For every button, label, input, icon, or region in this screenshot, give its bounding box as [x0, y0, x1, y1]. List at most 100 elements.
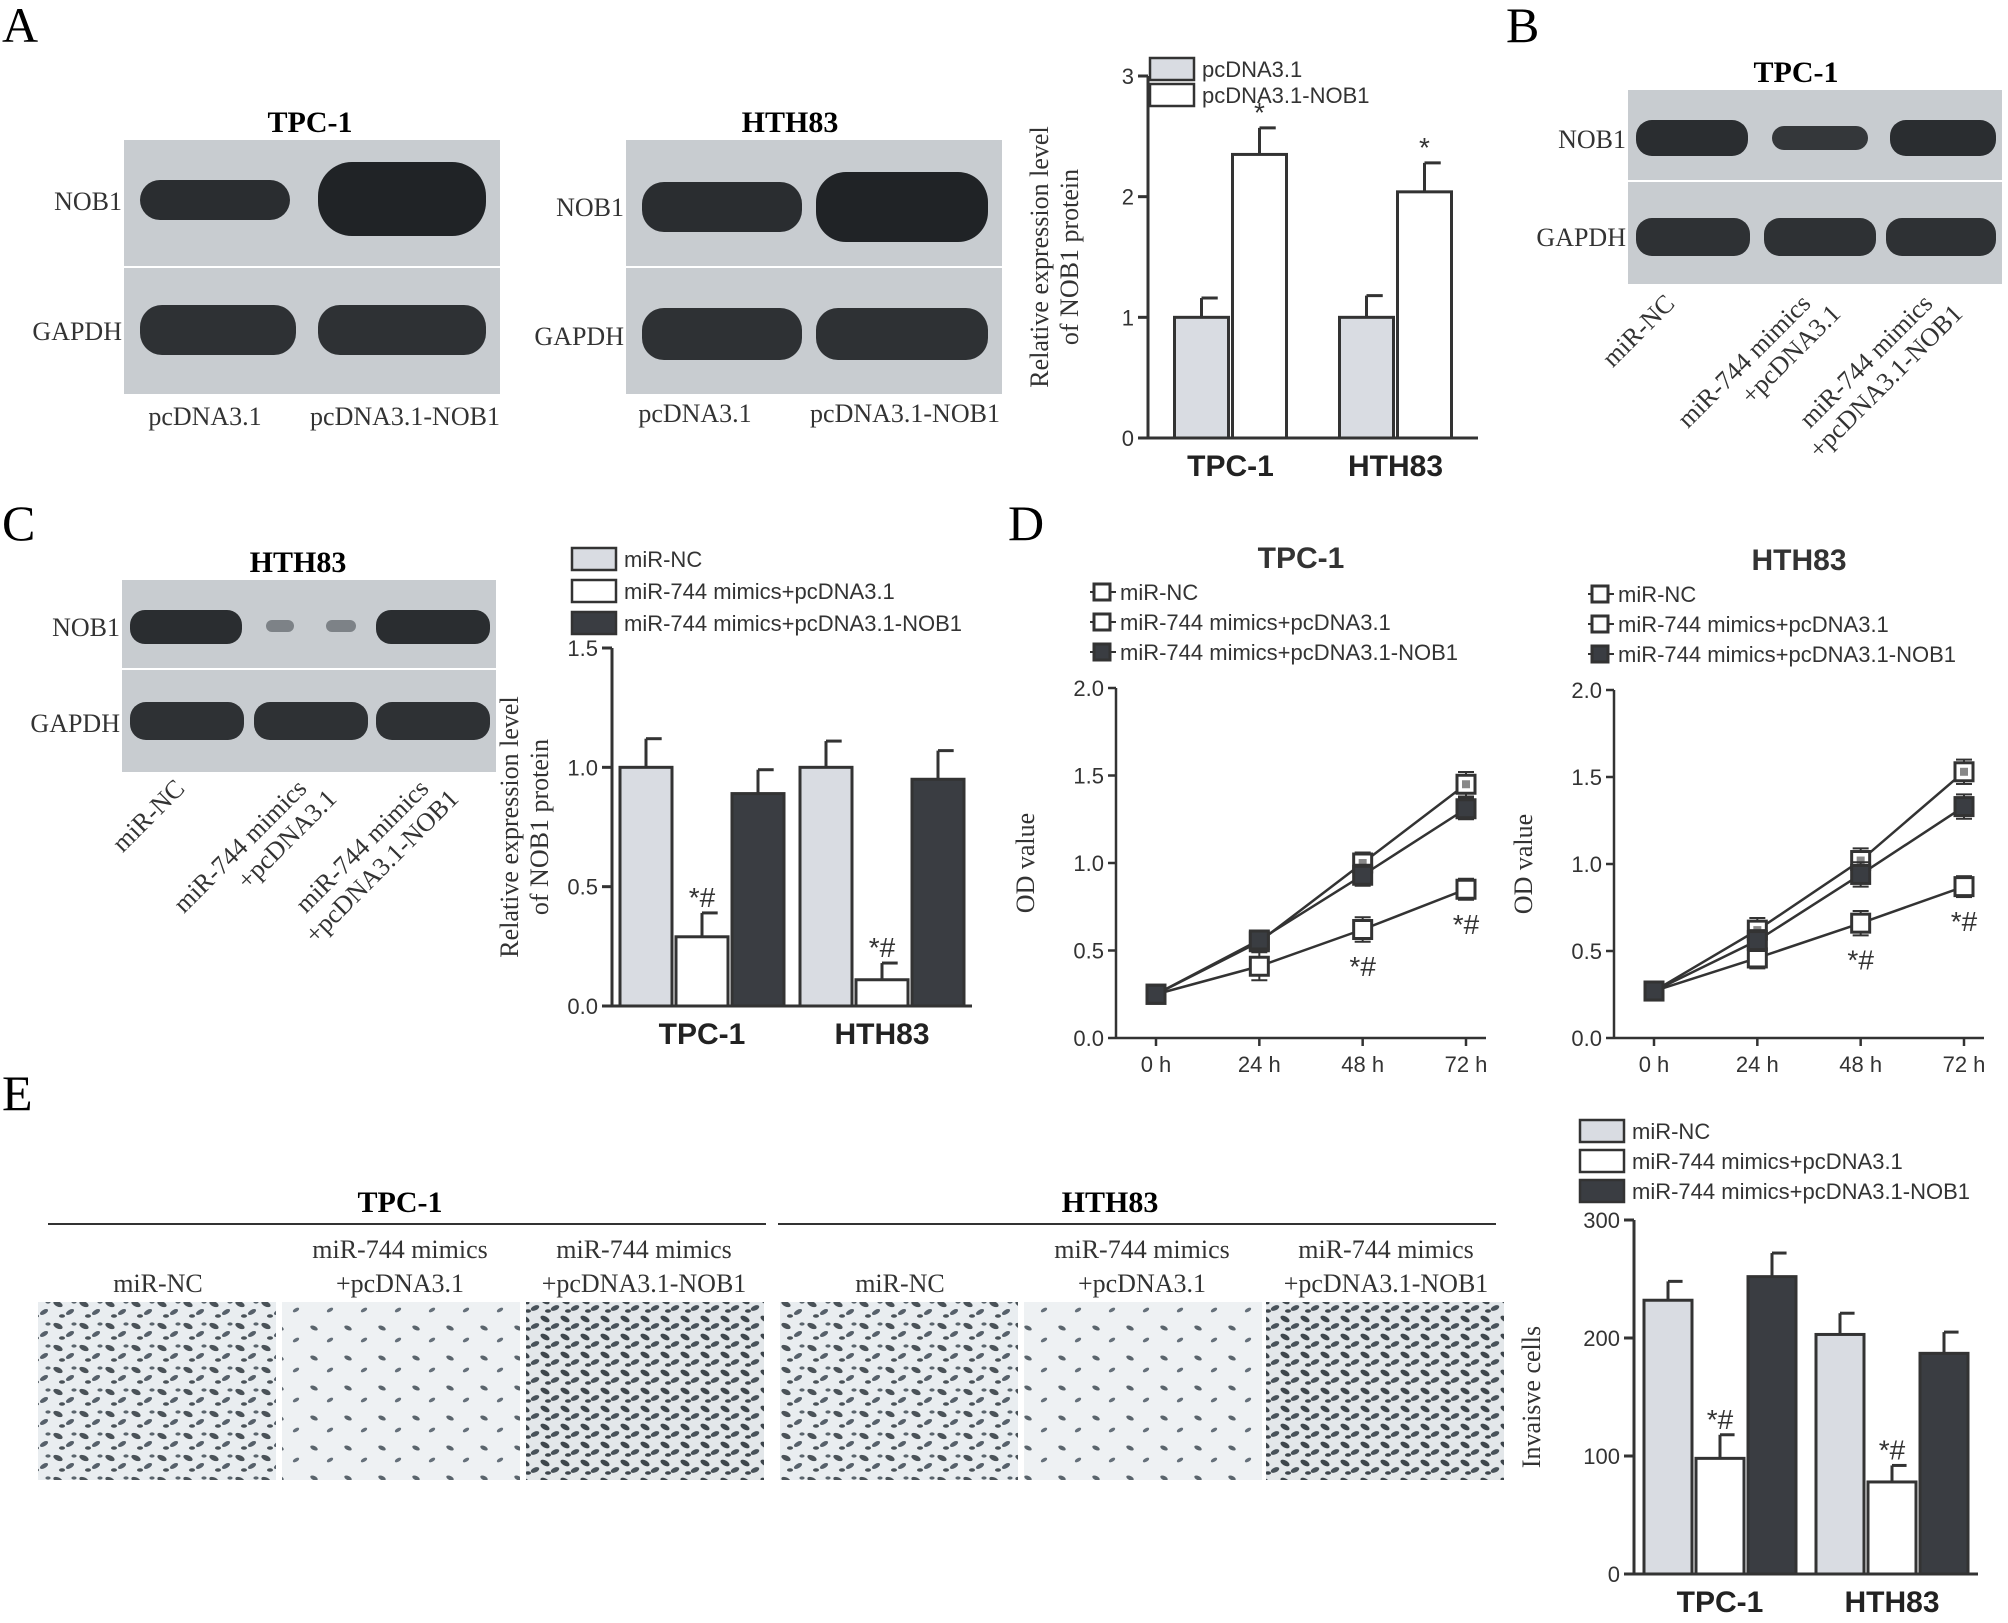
micrograph	[526, 1302, 764, 1480]
y-tick-label: 300	[1583, 1208, 1620, 1233]
blot-lane-label: miR-NC	[106, 774, 190, 858]
x-tick-label: 72 h	[1943, 1052, 1986, 1077]
bar	[1746, 1275, 1798, 1576]
band	[266, 620, 294, 632]
x-tick-label: 72 h	[1445, 1052, 1488, 1077]
legend-marker	[1092, 582, 1112, 602]
blot-row-label: NOB1	[1558, 125, 1626, 154]
significance-label: *#	[1349, 951, 1376, 982]
blot-a-tpc: TPC-1 NOB1 GAPDH pcDNA3.1 pcDNA3.1-NOB1	[32, 106, 500, 431]
legend-label: miR-NC	[1632, 1119, 1710, 1144]
x-category-label: TPC-1	[1187, 450, 1274, 483]
series-line	[1155, 888, 1467, 996]
blot-title: HTH83	[250, 546, 347, 579]
legend-label: pcDNA3.1-NOB1	[1202, 83, 1370, 108]
legend-label: miR-744 mimics+pcDNA3.1	[624, 579, 895, 604]
blot-row-label: NOB1	[52, 613, 120, 642]
image-lane-labels: miR-NC miR-744 mimics +pcDNA3.1 miR-744 mim…	[113, 1235, 1488, 1298]
significance-label: *	[1254, 97, 1265, 128]
y-tick-label: 0.5	[567, 875, 598, 900]
y-tick-label: 1.5	[567, 636, 598, 661]
data-point-inner	[1462, 780, 1470, 789]
band	[642, 308, 802, 360]
x-tick-label: 0 h	[1639, 1052, 1670, 1077]
data-point	[1248, 955, 1270, 977]
image-lane-label: miR-NC	[855, 1269, 945, 1298]
legend-label: pcDNA3.1	[1202, 57, 1302, 82]
blot-title: TPC-1	[268, 106, 353, 139]
data-point-inner	[1960, 767, 1968, 776]
y-tick-label: 1.5	[1571, 765, 1602, 790]
x-category-label: HTH83	[834, 1018, 929, 1051]
chart-title: TPC-1	[1258, 542, 1345, 575]
blot-row-label: GAPDH	[32, 317, 122, 346]
image-lane-label: +pcDNA3.1	[336, 1269, 464, 1298]
chart-a-bar: 0 1 2 3 * TPC-1 * HTH83 Relative expression leve…	[1025, 56, 1478, 483]
y-tick-label: 2.0	[1073, 676, 1104, 701]
band	[318, 305, 486, 355]
blot-lane-label: pcDNA3.1-NOB1	[810, 399, 1000, 428]
group-title: TPC-1	[358, 1186, 443, 1219]
bar	[1694, 1456, 1746, 1576]
y-axis-label: OD value	[1509, 814, 1538, 914]
legend-label: miR-744 mimics+pcDNA3.1-NOB1	[624, 611, 962, 636]
data-point-inner	[1358, 859, 1367, 867]
series-line	[1155, 783, 1467, 996]
y-axis-label: OD value	[1011, 813, 1040, 913]
legend-marker	[1590, 644, 1610, 664]
blot-row-label: GAPDH	[30, 709, 120, 738]
bar	[1338, 315, 1395, 440]
band	[326, 620, 356, 632]
legend-marker	[1092, 612, 1112, 632]
y-tick-label: 200	[1583, 1326, 1620, 1351]
y-tick-label: 0.5	[1073, 939, 1104, 964]
image-lane-label: miR-NC	[113, 1269, 203, 1298]
y-tick-label: 0.0	[567, 994, 598, 1019]
bar	[618, 765, 674, 1008]
blot-title: TPC-1	[1754, 56, 1839, 89]
y-tick-label: 0.5	[1571, 939, 1602, 964]
bar	[1396, 190, 1453, 440]
band	[376, 702, 490, 740]
y-tick-label: 0.0	[1571, 1026, 1602, 1051]
image-lane-label: +pcDNA3.1	[1078, 1269, 1206, 1298]
micrograph	[38, 1302, 276, 1480]
x-category-label: HTH83	[1348, 450, 1443, 483]
data-point	[1352, 864, 1374, 886]
band	[1772, 126, 1868, 150]
data-point	[1455, 798, 1477, 820]
chart-d-hth-line: HTH83 0.0 0.5 1.0 1.5 2.0 0 h 24 h 48 h 72 h OD va…	[1509, 544, 1985, 1077]
legend-label: miR-744 mimics+pcDNA3.1	[1618, 612, 1889, 637]
y-axis-label: Invaisve cells	[1517, 1326, 1546, 1468]
band	[318, 162, 486, 236]
data-point-inner	[1856, 856, 1865, 865]
blot-lane-label: pcDNA3.1	[638, 399, 751, 428]
y-tick-label: 1.0	[1571, 852, 1602, 877]
band	[642, 182, 802, 232]
panel-letter-c: C	[2, 495, 35, 551]
data-point	[1953, 876, 1975, 898]
y-axis-label: of NOB1 protein	[525, 739, 554, 915]
bar	[1173, 315, 1230, 440]
legend-swatch	[1578, 1178, 1626, 1204]
legend-marker	[1590, 584, 1610, 604]
chart-e-bar: 0 100 200 300 *# TPC-1 *# HTH83 Invaisve cells mi…	[1517, 1118, 1978, 1619]
y-tick-label: 1.5	[1073, 764, 1104, 789]
x-tick-label: 48 h	[1341, 1052, 1384, 1077]
data-point	[1352, 919, 1374, 940]
image-lane-label: +pcDNA3.1-NOB1	[1284, 1269, 1489, 1298]
blot-row-label: GAPDH	[534, 322, 624, 351]
legend-marker	[1590, 614, 1610, 634]
bar	[1642, 1298, 1694, 1576]
image-lane-label: miR-744 mimics	[1298, 1235, 1474, 1264]
image-lane-label: miR-744 mimics	[1054, 1235, 1230, 1264]
y-tick-label: 0	[1122, 426, 1134, 451]
band	[1764, 218, 1876, 256]
blot-title: HTH83	[742, 106, 839, 139]
blot-row-label: NOB1	[54, 187, 122, 216]
significance-label: *#	[1707, 1404, 1734, 1435]
band	[130, 610, 242, 644]
series-line	[1653, 770, 1965, 993]
blot-lane-label: pcDNA3.1-NOB1	[310, 402, 500, 431]
